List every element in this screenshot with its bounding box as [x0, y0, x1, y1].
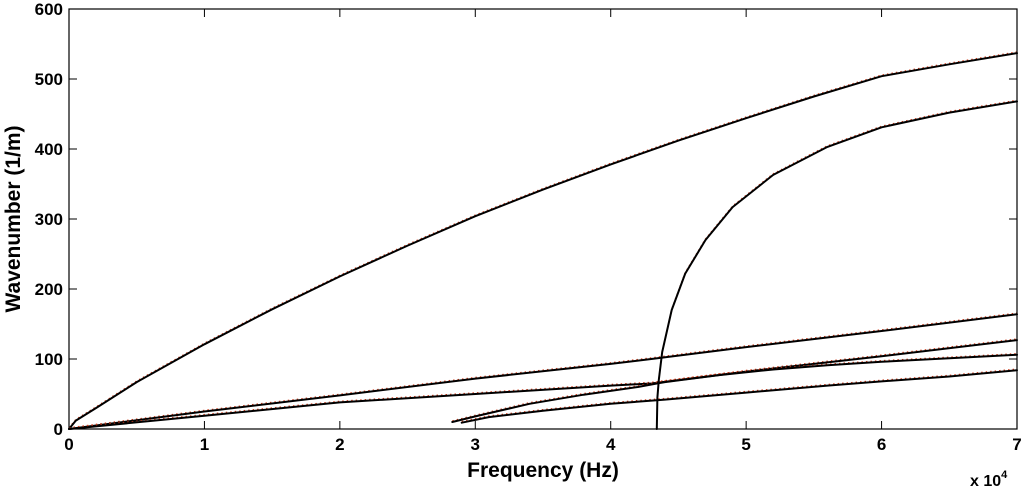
- curves-layer: [68, 51, 1018, 430]
- series-4-line: [451, 353, 1018, 423]
- series-3-line: [68, 339, 1018, 430]
- y-tick-label: 100: [35, 350, 63, 369]
- x-tick-label: 1: [200, 435, 209, 454]
- y-tick-label: 300: [35, 210, 63, 229]
- y-tick-label: 0: [54, 420, 63, 439]
- series-4-overlay: [452, 353, 1018, 422]
- plot-area: [69, 9, 1017, 429]
- series-6-line: [655, 100, 1018, 430]
- x-multiplier: x 104: [970, 469, 1008, 488]
- x-tick-label: 0: [64, 435, 73, 454]
- x-tick-label: 5: [741, 435, 750, 454]
- x-multiplier-base: x 10: [970, 473, 1001, 488]
- series-1-overlay: [68, 51, 1018, 429]
- y-tick-label: 600: [35, 0, 63, 19]
- series-2-overlay: [68, 312, 1018, 429]
- x-tick-label: 2: [335, 435, 344, 454]
- y-tick-label: 500: [35, 70, 63, 89]
- x-tick-label: 3: [471, 435, 480, 454]
- series-5-line: [460, 369, 1018, 424]
- series-2-line: [68, 313, 1018, 430]
- x-multiplier-exponent: 4: [1001, 469, 1008, 481]
- x-tick-label: 4: [606, 435, 616, 454]
- series-1-line: [68, 52, 1018, 430]
- y-tick-label: 400: [35, 140, 63, 159]
- y-tick-label: 200: [35, 280, 63, 299]
- x-tick-label: 7: [1012, 435, 1021, 454]
- series-5-overlay: [461, 368, 1018, 423]
- x-axis-title: Frequency (Hz): [467, 459, 619, 482]
- x-tick-label: 6: [877, 435, 886, 454]
- axis-ticks: 0 1 2 3 4 5 6 7 0 100 200 300 400 500 600: [35, 0, 1022, 454]
- series-3-overlay: [68, 338, 1018, 429]
- y-axis-title: Wavenumber (1/m): [2, 125, 25, 312]
